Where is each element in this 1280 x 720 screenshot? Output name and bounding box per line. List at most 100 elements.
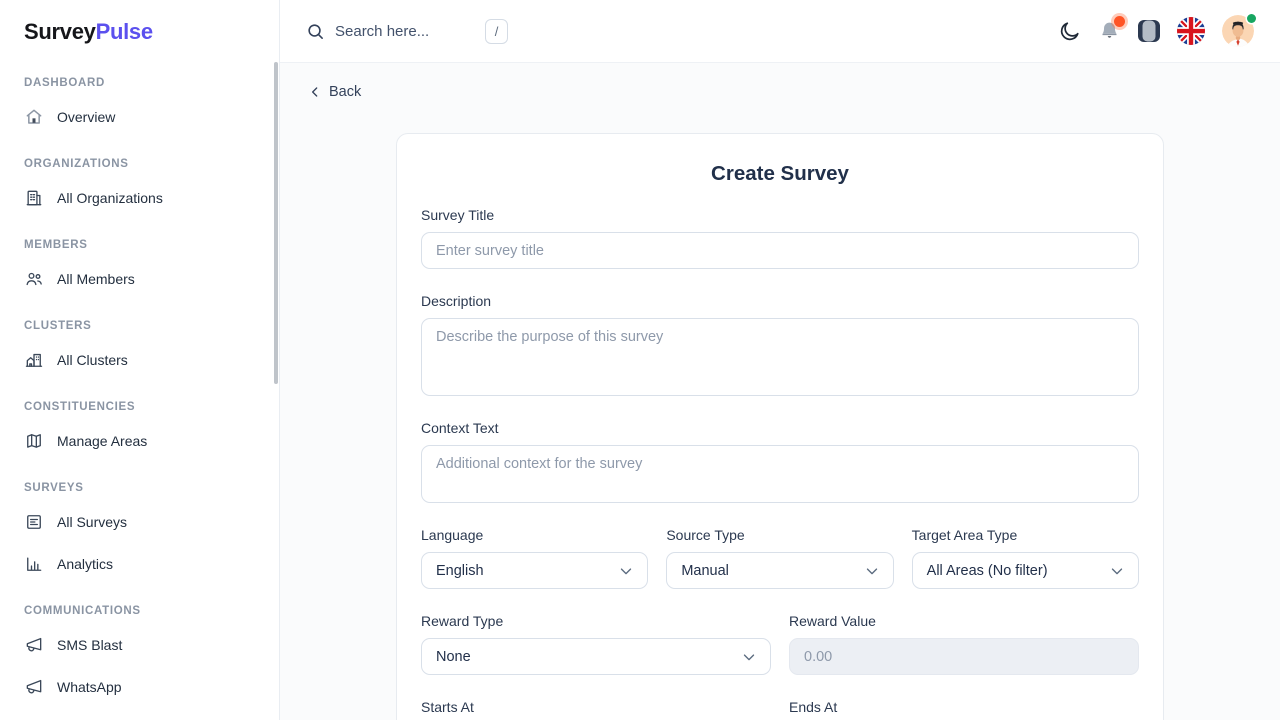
ends-at-label: Ends At bbox=[789, 699, 838, 715]
reward-row: Reward Type None Reward Value bbox=[421, 613, 1139, 699]
nav-section-label: ORGANIZATIONS bbox=[24, 158, 129, 170]
sidebar-scrollbar[interactable] bbox=[274, 62, 278, 384]
reward-value-input bbox=[789, 638, 1139, 675]
nav-section-label: CLUSTERS bbox=[24, 320, 92, 332]
sidebar-item-label: Manage Areas bbox=[57, 433, 148, 449]
user-menu-button[interactable] bbox=[1222, 14, 1256, 47]
source-type-value: Manual bbox=[681, 562, 729, 579]
sidebar-item-all-members[interactable]: All Members bbox=[24, 264, 259, 294]
panel-toggle-icon bbox=[1138, 20, 1160, 42]
topbar-actions bbox=[1058, 14, 1256, 47]
reward-type-field: Reward Type None bbox=[421, 613, 771, 675]
home-icon bbox=[26, 109, 42, 124]
nav-section-members: MEMBERS All Members bbox=[24, 239, 259, 294]
sidebar-item-sms-blast[interactable]: SMS Blast bbox=[24, 630, 259, 660]
cluster-building-icon bbox=[25, 353, 43, 367]
sidebar-item-label: All Clusters bbox=[57, 352, 128, 368]
back-button[interactable]: Back bbox=[307, 84, 361, 100]
chevron-down-icon bbox=[743, 653, 755, 660]
search-icon bbox=[308, 23, 323, 39]
survey-title-label: Survey Title bbox=[421, 207, 495, 223]
source-type-label: Source Type bbox=[666, 527, 745, 543]
reward-type-label: Reward Type bbox=[421, 613, 504, 629]
nav-section-label: DASHBOARD bbox=[24, 77, 105, 89]
chevron-down-icon bbox=[1111, 567, 1123, 574]
ends-at-field: Ends At dd/mm/yyyy bbox=[789, 699, 1139, 720]
users-icon bbox=[26, 272, 42, 286]
chevron-left-icon bbox=[312, 87, 318, 97]
theme-toggle-button[interactable] bbox=[1058, 20, 1081, 43]
sidebar-item-analytics[interactable]: Analytics bbox=[24, 549, 259, 579]
nav-section-label: CONSTITUENCIES bbox=[24, 401, 136, 413]
sidebar-item-manage-areas[interactable]: Manage Areas bbox=[24, 426, 259, 456]
starts-at-label: Starts At bbox=[421, 699, 474, 715]
sidebar-item-label: SMS Blast bbox=[57, 637, 123, 653]
starts-at-field: Starts At dd/mm/yyyy bbox=[421, 699, 771, 720]
sidebar-item-label: All Members bbox=[57, 271, 135, 287]
nav-section-clusters: CLUSTERS All Clusters bbox=[24, 320, 259, 375]
page-title: Create Survey bbox=[711, 162, 849, 185]
description-field: Description bbox=[421, 293, 1139, 396]
create-survey-card: Create Survey Survey Title Description C… bbox=[396, 133, 1164, 720]
context-text-field: Context Text bbox=[421, 420, 1139, 503]
megaphone-icon bbox=[26, 637, 42, 652]
sidebar-item-all-surveys[interactable]: All Surveys bbox=[24, 507, 259, 537]
survey-title-input[interactable] bbox=[421, 232, 1139, 269]
language-label: Language bbox=[421, 527, 484, 543]
brand-logo[interactable]: SurveyPulse bbox=[0, 0, 279, 63]
context-text-textarea[interactable] bbox=[421, 445, 1139, 503]
language-value: English bbox=[436, 562, 484, 579]
language-flag-button[interactable] bbox=[1177, 17, 1205, 45]
reward-type-value: None bbox=[436, 648, 471, 665]
map-icon bbox=[27, 434, 41, 448]
chevron-down-icon bbox=[866, 567, 877, 574]
back-label: Back bbox=[329, 84, 362, 100]
sidebar-item-label: WhatsApp bbox=[57, 679, 122, 695]
notifications-button[interactable] bbox=[1098, 15, 1125, 43]
global-search[interactable]: / bbox=[306, 18, 508, 44]
context-text-label: Context Text bbox=[421, 420, 499, 436]
reward-type-select[interactable]: None bbox=[421, 638, 771, 675]
survey-list-icon bbox=[27, 515, 41, 529]
survey-title-field: Survey Title bbox=[421, 207, 1139, 269]
language-select[interactable]: English bbox=[421, 552, 649, 589]
chevron-down-icon bbox=[621, 567, 632, 574]
search-input[interactable] bbox=[335, 22, 475, 40]
reward-value-label: Reward Value bbox=[789, 613, 876, 629]
schedule-row: Starts At dd/mm/yyyy Ends At dd/mm/yyyy bbox=[421, 699, 1139, 720]
language-field: Language English bbox=[421, 527, 649, 589]
sidebar-nav: DASHBOARD Overview ORGANIZATIONS All Org… bbox=[0, 63, 279, 702]
sidebar-item-whatsapp[interactable]: WhatsApp bbox=[24, 672, 259, 702]
brand-logo-text: SurveyPulse bbox=[24, 18, 153, 44]
sidebar: SurveyPulse DASHBOARD Overview ORGANIZAT… bbox=[0, 0, 280, 720]
source-type-select[interactable]: Manual bbox=[666, 552, 894, 589]
sidebar-item-all-clusters[interactable]: All Clusters bbox=[24, 345, 259, 375]
nav-section-dashboard: DASHBOARD Overview bbox=[24, 77, 259, 132]
nav-section-constituencies: CONSTITUENCIES Manage Areas bbox=[24, 401, 259, 456]
nav-section-label: COMMUNICATIONS bbox=[24, 605, 141, 617]
nav-section-label: MEMBERS bbox=[24, 239, 88, 251]
moon-icon bbox=[1060, 21, 1079, 40]
nav-section-label: SURVEYS bbox=[24, 482, 84, 494]
panel-toggle-button[interactable] bbox=[1138, 20, 1160, 42]
search-shortcut-badge: / bbox=[485, 18, 508, 44]
sidebar-item-all-organizations[interactable]: All Organizations bbox=[24, 183, 259, 213]
nav-section-organizations: ORGANIZATIONS All Organizations bbox=[24, 158, 259, 213]
sidebar-item-label: Analytics bbox=[57, 556, 114, 572]
online-status-dot bbox=[1247, 14, 1256, 23]
building-icon bbox=[26, 190, 42, 206]
target-area-type-label: Target Area Type bbox=[911, 527, 1018, 543]
source-type-field: Source Type Manual bbox=[666, 527, 894, 589]
bell-icon bbox=[1102, 22, 1117, 38]
uk-flag-icon bbox=[1177, 17, 1205, 45]
bar-chart-icon bbox=[27, 557, 42, 571]
description-textarea[interactable] bbox=[421, 318, 1139, 396]
description-label: Description bbox=[421, 293, 492, 309]
options-row: Language English Source Type Manual bbox=[421, 527, 1139, 613]
target-area-type-select[interactable]: All Areas (No filter) bbox=[911, 552, 1139, 589]
sidebar-item-label: All Organizations bbox=[57, 190, 163, 206]
sidebar-item-overview[interactable]: Overview bbox=[24, 102, 259, 132]
sidebar-item-label: All Surveys bbox=[57, 514, 128, 530]
target-area-type-value: All Areas (No filter) bbox=[926, 562, 1048, 579]
